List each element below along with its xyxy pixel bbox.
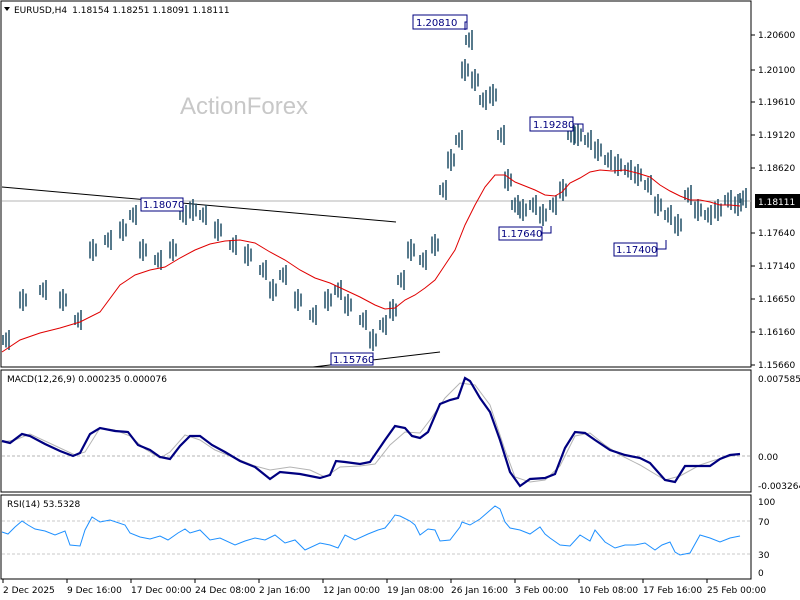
annotation-high-1-20810[interactable]: 1.20810 <box>412 14 468 30</box>
svg-text:1.19280: 1.19280 <box>533 120 574 131</box>
current-price-badge: 1.18111 <box>755 194 800 208</box>
svg-text:0: 0 <box>758 569 764 579</box>
price-axis: 1.20600 1.20100 1.19610 1.19120 1.18620 … <box>751 31 795 371</box>
watermark: ActionForex <box>180 93 308 120</box>
annotation-high-1-18070[interactable]: 1.18070 <box>140 197 184 212</box>
svg-text:19 Jan 08:00: 19 Jan 08:00 <box>387 586 444 596</box>
rsi-axis: 100 70 30 0 <box>758 498 775 579</box>
rsi-panel[interactable] <box>0 494 752 580</box>
svg-text:1.15660: 1.15660 <box>758 361 795 371</box>
svg-text:17 Dec 00:00: 17 Dec 00:00 <box>131 586 192 596</box>
svg-text:1.20810: 1.20810 <box>416 18 457 29</box>
svg-text:100: 100 <box>758 498 775 508</box>
triangle-down-icon[interactable] <box>4 7 10 11</box>
svg-text:1.19610: 1.19610 <box>758 98 795 108</box>
svg-text:17 Feb 16:00: 17 Feb 16:00 <box>643 586 702 596</box>
svg-text:1.17400: 1.17400 <box>616 245 657 256</box>
svg-text:1.20100: 1.20100 <box>758 66 795 76</box>
annotation-high-1-19280[interactable]: 1.19280 <box>529 116 584 132</box>
macd-title: MACD(12,26,9) 0.000235 0.000076 <box>7 375 167 385</box>
svg-text:1.18620: 1.18620 <box>758 164 795 174</box>
macd-main-line <box>1 376 741 488</box>
svg-text:1.18070: 1.18070 <box>143 200 184 211</box>
svg-text:12 Jan 00:00: 12 Jan 00:00 <box>323 586 380 596</box>
svg-text:2 Dec 2025: 2 Dec 2025 <box>3 586 55 596</box>
resistance-trendline[interactable] <box>1 186 397 223</box>
svg-text:2 Jan 16:00: 2 Jan 16:00 <box>259 586 311 596</box>
svg-text:1.17640: 1.17640 <box>501 229 542 240</box>
price-panel[interactable] <box>0 0 752 368</box>
price-bars <box>2 30 747 351</box>
svg-text:1.19120: 1.19120 <box>758 131 795 141</box>
svg-text:10 Feb 08:00: 10 Feb 08:00 <box>579 586 638 596</box>
svg-text:-0.003264: -0.003264 <box>758 482 800 492</box>
svg-text:24 Dec 08:00: 24 Dec 08:00 <box>195 586 256 596</box>
svg-text:0.007585: 0.007585 <box>758 375 800 385</box>
svg-text:30: 30 <box>758 551 770 561</box>
macd-axis: 0.007585 0.00 -0.003264 <box>758 375 800 492</box>
symbol-label: EURUSD,H4 1.18154 1.18251 1.18091 1.18111 <box>14 6 230 16</box>
svg-text:1.18111: 1.18111 <box>758 198 795 208</box>
time-axis: 2 Dec 2025 9 Dec 16:00 17 Dec 00:00 24 D… <box>2 579 766 596</box>
svg-text:70: 70 <box>758 518 770 528</box>
annotation-low-1-15760[interactable]: 1.15760 <box>330 352 374 366</box>
rsi-line <box>1 505 741 556</box>
svg-text:3 Feb 00:00: 3 Feb 00:00 <box>515 586 569 596</box>
svg-text:1.17640: 1.17640 <box>758 229 795 239</box>
svg-text:1.20600: 1.20600 <box>758 31 795 41</box>
svg-text:1.17140: 1.17140 <box>758 262 795 272</box>
annotation-low-1-17400[interactable]: 1.17400 <box>613 240 667 257</box>
svg-text:1.15760: 1.15760 <box>333 355 374 366</box>
svg-text:1.16650: 1.16650 <box>758 295 795 305</box>
rsi-title: RSI(14) 53.5328 <box>7 500 80 510</box>
svg-text:0.00: 0.00 <box>758 453 778 463</box>
svg-text:25 Feb 00:00: 25 Feb 00:00 <box>707 586 766 596</box>
moving-average-line <box>1 169 741 353</box>
svg-text:9 Dec 16:00: 9 Dec 16:00 <box>67 586 122 596</box>
svg-text:26 Jan 16:00: 26 Jan 16:00 <box>451 586 508 596</box>
annotation-low-1-17640[interactable]: 1.17640 <box>498 226 552 241</box>
svg-text:1.16160: 1.16160 <box>758 328 795 338</box>
